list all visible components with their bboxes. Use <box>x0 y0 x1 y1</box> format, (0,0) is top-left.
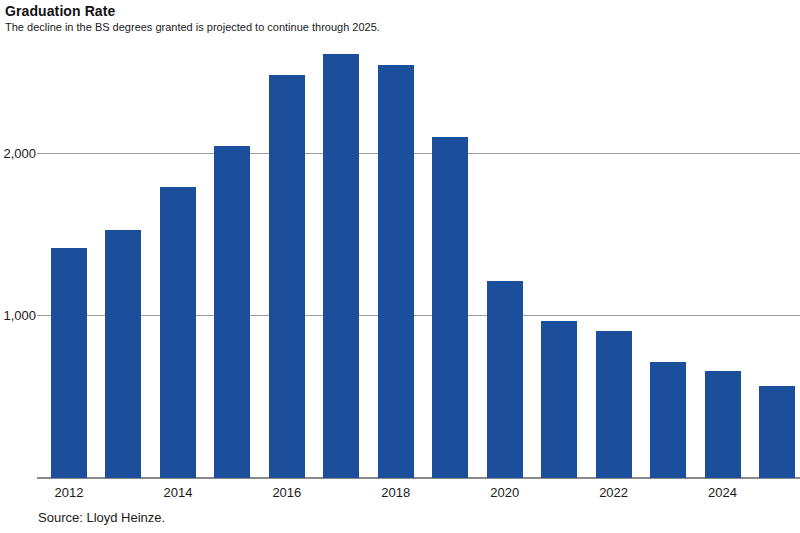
x-tick-label-2014: 2014 <box>148 485 208 500</box>
bar-2025 <box>759 386 795 478</box>
bar-2017 <box>323 54 359 478</box>
x-tick-label-2024: 2024 <box>693 485 753 500</box>
x-tick-label-2018: 2018 <box>366 485 426 500</box>
y-tick-label: 1,000 <box>0 308 36 323</box>
source-note: Source: Lloyd Heinze. <box>38 510 165 525</box>
bar-2024 <box>705 371 741 478</box>
bar-2019 <box>432 137 468 478</box>
bar-2022 <box>596 331 632 478</box>
chart-subtitle: The decline in the BS degrees granted is… <box>5 21 380 33</box>
x-tick-label-2016: 2016 <box>257 485 317 500</box>
x-tick-label-2012: 2012 <box>39 485 99 500</box>
bar-2016 <box>269 75 305 478</box>
bar-2021 <box>541 321 577 478</box>
bar-2014 <box>160 187 196 478</box>
y-tick-label: 2,000 <box>0 146 36 161</box>
bar-2015 <box>214 146 250 478</box>
gridline-2000 <box>37 153 800 154</box>
bar-2018 <box>378 65 414 478</box>
bar-2013 <box>105 230 141 478</box>
bar-2020 <box>487 281 523 478</box>
chart-title: Graduation Rate <box>5 3 115 19</box>
plot-area <box>40 46 800 478</box>
bar-2012 <box>51 248 87 478</box>
gridline-1000 <box>37 315 800 316</box>
x-tick-label-2022: 2022 <box>584 485 644 500</box>
graduation-rate-chart: Graduation Rate The decline in the BS de… <box>0 0 800 533</box>
x-tick-label-2020: 2020 <box>475 485 535 500</box>
bar-2023 <box>650 362 686 478</box>
